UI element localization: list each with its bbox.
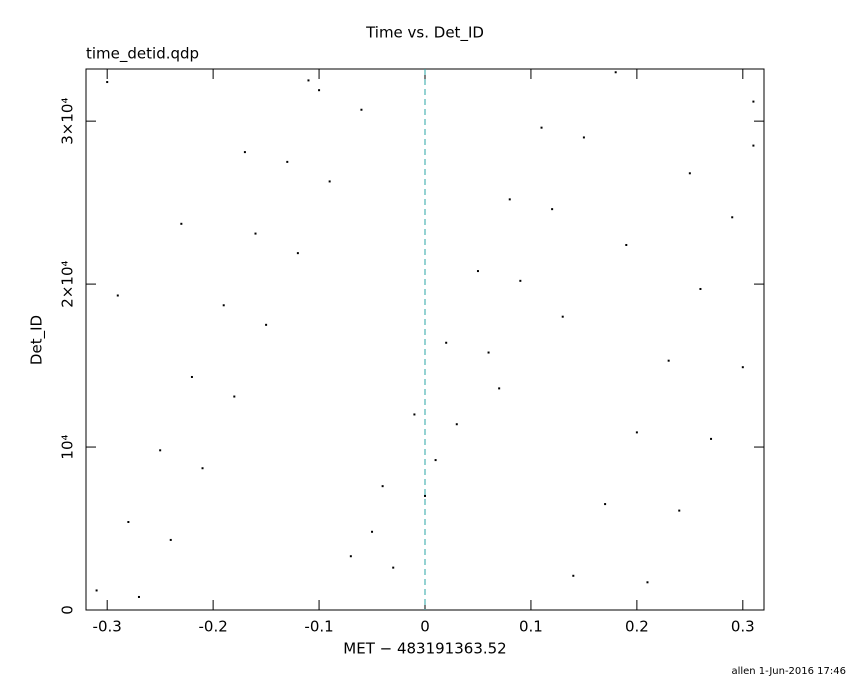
point (508, 198, 511, 201)
point (307, 79, 310, 82)
point (318, 89, 321, 92)
point (360, 108, 363, 111)
point (731, 216, 734, 219)
point (752, 100, 755, 103)
point (519, 279, 522, 282)
x-axis-label: MET − 483191363.52 (343, 640, 506, 658)
point (551, 208, 554, 211)
point (540, 126, 543, 129)
point (434, 459, 437, 462)
x-tick-label: -0.2 (198, 618, 227, 636)
point (424, 494, 426, 497)
point (741, 366, 744, 369)
x-tick-label: -0.3 (93, 618, 122, 636)
point (455, 423, 458, 426)
point (752, 144, 755, 147)
point (413, 413, 416, 416)
point (95, 589, 98, 592)
x-tick-label: -0.1 (304, 618, 333, 636)
point (635, 431, 638, 434)
chart-subtitle: time_detid.qdp (86, 45, 199, 64)
point (604, 503, 607, 506)
x-tick-label: 0.2 (625, 618, 649, 636)
point (699, 287, 702, 290)
point (328, 180, 331, 183)
point (371, 530, 374, 533)
point (349, 555, 352, 558)
point (254, 232, 257, 235)
y-axis-label: Det_ID (28, 315, 47, 365)
point (201, 467, 204, 470)
point (159, 449, 162, 452)
point (286, 160, 289, 163)
y-tick-label: 0 (59, 605, 77, 615)
point (646, 581, 649, 584)
point (688, 172, 691, 175)
point (678, 509, 681, 512)
point (487, 351, 490, 354)
y-tick-label: 10⁴ (59, 434, 77, 459)
point (572, 574, 575, 577)
point (476, 270, 479, 273)
point (106, 81, 109, 84)
point (265, 323, 268, 326)
point (582, 136, 585, 139)
x-tick-label: 0.3 (731, 618, 755, 636)
x-tick-label: 0 (420, 618, 430, 636)
point (137, 595, 140, 598)
point (243, 151, 246, 154)
point (445, 341, 448, 344)
point (169, 538, 172, 541)
point (190, 375, 193, 378)
point (561, 315, 564, 318)
footer: allen 1-Jun-2016 17:46 (731, 666, 846, 677)
point (381, 485, 384, 488)
point (296, 252, 299, 255)
point (667, 359, 670, 362)
point (710, 437, 713, 440)
x-tick-label: 0.1 (519, 618, 543, 636)
point (392, 566, 395, 569)
point (498, 387, 501, 390)
point (233, 395, 236, 398)
point (127, 521, 130, 524)
y-tick-label: 3×10⁴ (59, 98, 77, 145)
y-tick-label: 2×10⁴ (59, 260, 77, 307)
point (116, 294, 119, 297)
point (614, 71, 617, 74)
point (222, 304, 225, 307)
point (180, 222, 183, 225)
point (625, 243, 628, 246)
chart-title: Time vs. Det_ID (365, 24, 484, 43)
